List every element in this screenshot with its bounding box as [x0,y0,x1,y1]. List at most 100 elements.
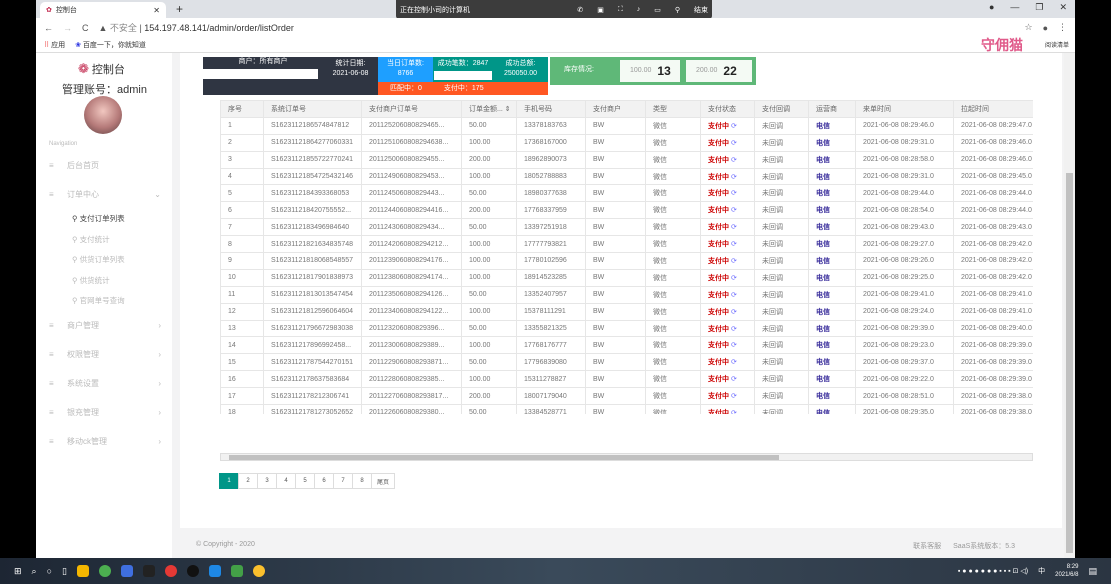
display-icon[interactable]: ▭ [654,6,661,14]
screen-icon[interactable]: ▣ [597,6,604,14]
subitem-pay-stats[interactable]: ⚲ 支付统计 [72,234,110,245]
maximize-icon[interactable]: ❐ [1035,2,1044,12]
refresh-icon[interactable]: ⟳ [729,257,737,265]
forward-icon[interactable]: → [63,22,72,33]
extension-icon[interactable]: ● [988,2,995,12]
table-row[interactable]: 5 S1623112184393368053 20112450608082944​3… [220,184,1033,203]
page-6[interactable]: 6 [314,473,334,489]
task-view-icon[interactable]: ▯ [62,565,67,576]
last-page-button[interactable]: 尾页 [371,473,396,489]
table-row[interactable]: 7 S1623112183496984640 20112430608082943​4… [220,218,1033,237]
sidebar-item-recharge[interactable]: ≡ 银充管理 › [49,407,161,418]
refresh-icon[interactable]: ⟳ [729,122,737,130]
bookmark-apps[interactable]: ⠿ 应用 [44,40,65,50]
table-row[interactable]: 6 S162311218420755552... 20112440608082944… [220,201,1033,220]
subitem-pay-orders[interactable]: ⚲ 支付订单列表 [72,213,125,224]
subitem-order-lookup[interactable]: ⚲ 官网单号查询 [72,295,125,306]
table-row[interactable]: 9 S1623112181806854​8557 20112390608082941… [220,252,1033,270]
qq-icon[interactable] [186,565,199,577]
sidebar-item-settings[interactable]: ≡ 系统设置 › [49,378,161,389]
reading-list[interactable]: 阅读清单 [1044,43,1069,49]
ime-indicator[interactable]: 中 [1038,568,1046,575]
refresh-icon[interactable]: ⟳ [729,376,737,384]
table-row[interactable]: 17 S1623112178212306​741 20112270608082938… [220,387,1033,406]
table-row[interactable]: 3 S1623112185572277​0241 20112500608082945… [220,150,1033,169]
clock[interactable]: 8:29 2021/6/8 [1055,563,1078,579]
scrollbar-thumb[interactable] [1066,173,1073,553]
browser-tab[interactable]: ✿ 控制台 ✕ [40,2,166,18]
file-explorer-icon[interactable] [76,565,89,577]
refresh-icon[interactable]: ⟳ [729,359,737,367]
phone-icon[interactable]: ✆ [577,6,584,14]
refresh-icon[interactable]: ⟳ [729,325,737,333]
table-row[interactable]: 12 S1623112181259606​4604 2011234060808294… [220,302,1033,321]
refresh-icon[interactable]: ⟳ [729,156,737,164]
contact-link[interactable]: 联系客服 [913,543,942,550]
tray-icons[interactable]: ▪ ● ● ● ● ● ● ▪ ▪ ▪ ⊡ ◁) [957,568,1029,575]
refresh-icon[interactable]: ⟳ [729,342,737,350]
refresh-icon[interactable]: ⟳ [729,207,737,215]
refresh-icon[interactable]: ⟳ [729,393,737,401]
app-telegram-icon[interactable] [208,565,221,577]
app-blue-icon[interactable] [120,565,133,577]
vertical-scrollbar[interactable] [1064,53,1075,558]
table-row[interactable]: 2 S1623112186427706​0331 20112510608082946… [220,133,1033,152]
refresh-icon[interactable]: ⟳ [729,224,737,232]
table-row[interactable]: 1 S16231121865748478​12 20112520608082946​… [220,116,1033,135]
refresh-icon[interactable]: ⟳ [729,139,737,147]
terminal-icon[interactable] [142,565,155,577]
page-2[interactable]: 2 [238,473,258,489]
table-row[interactable]: 4 S1623112185472543​2146 20112490608082945… [220,167,1033,186]
refresh-icon[interactable]: ⟳ [729,190,737,198]
sidebar-item-merchants[interactable]: ≡ 商户管理 › [49,320,161,331]
app-play-icon[interactable] [230,565,243,577]
sidebar-item-orders[interactable]: ≡ 订单中心 ⌄ [49,189,161,200]
bookmark-baidu[interactable]: ❀ 百度一下，你就知道 [75,40,146,50]
profile-icon[interactable]: ● [1042,22,1048,33]
page-8[interactable]: 8 [352,473,372,489]
horizontal-scrollbar[interactable] [220,453,1033,461]
page-3[interactable]: 3 [257,473,277,489]
refresh-icon[interactable]: ⟳ [729,241,737,249]
minimize-icon[interactable]: — [1010,2,1020,12]
table-row[interactable]: 16 S1623112178637583​684 20112280608082938… [220,370,1033,389]
avatar[interactable] [84,96,122,134]
pin-icon[interactable]: ⚲ [674,6,680,14]
table-row[interactable]: 14 S162311217896992458... 2011230060808293… [220,336,1033,355]
close-window-icon[interactable]: ✕ [1059,2,1067,12]
close-tab-icon[interactable]: ✕ [153,5,160,15]
chrome-icon[interactable] [252,565,265,577]
page-4[interactable]: 4 [276,473,296,489]
page-1[interactable]: 1 [219,473,239,489]
refresh-icon[interactable]: ⟳ [729,274,737,282]
page-7[interactable]: 7 [333,473,353,489]
refresh-icon[interactable]: ⟳ [729,308,737,316]
table-row[interactable]: 15 S1623112178754427​0151 2011229060808293… [220,353,1033,372]
sort-icon[interactable]: ⇕ [502,105,511,113]
app-green-icon[interactable] [98,565,111,577]
scrollbar-thumb[interactable] [229,455,779,460]
app-red-icon[interactable] [164,565,177,577]
sidebar-item-mobile-ck[interactable]: ≡ 移动ck管理 › [49,436,161,447]
refresh-icon[interactable]: ⟳ [729,173,737,181]
url-field[interactable]: ▲ 不安全 | 154.197.48.141/admin/order/listO… [98,23,294,33]
subitem-supply-orders[interactable]: ⚲ 供货订单列表 [72,254,125,265]
fullscreen-icon[interactable]: ⛶ [617,5,623,13]
table-row[interactable]: 18 S1623112178127305​2652 2011226060808293… [220,404,1033,414]
star-icon[interactable]: ☆ [1024,22,1033,32]
back-icon[interactable]: ← [44,22,53,33]
menu-icon[interactable]: ⋮ [1058,22,1067,32]
search-icon[interactable]: ⌕ [31,565,37,576]
sidebar-item-permissions[interactable]: ≡ 权限管理 › [49,349,161,360]
table-row[interactable]: 8 S1623112182163483​5748 20112420608082942… [220,235,1033,254]
table-row[interactable]: 13 S1623112179667298​3038 2011232060808293… [220,319,1033,338]
reload-icon[interactable]: C [82,22,89,33]
notification-icon[interactable]: ▤ [1088,565,1097,576]
table-row[interactable]: 11 S1623112181301354​7454 2011235060808294… [220,285,1033,304]
subitem-supply-stats[interactable]: ⚲ 供货统计 [72,275,110,286]
new-tab-button[interactable]: + [176,2,184,16]
merchant-input[interactable] [203,69,318,79]
refresh-icon[interactable]: ⟳ [729,409,737,414]
page-5[interactable]: 5 [295,473,315,489]
volume-icon[interactable]: ♪ [636,6,641,13]
